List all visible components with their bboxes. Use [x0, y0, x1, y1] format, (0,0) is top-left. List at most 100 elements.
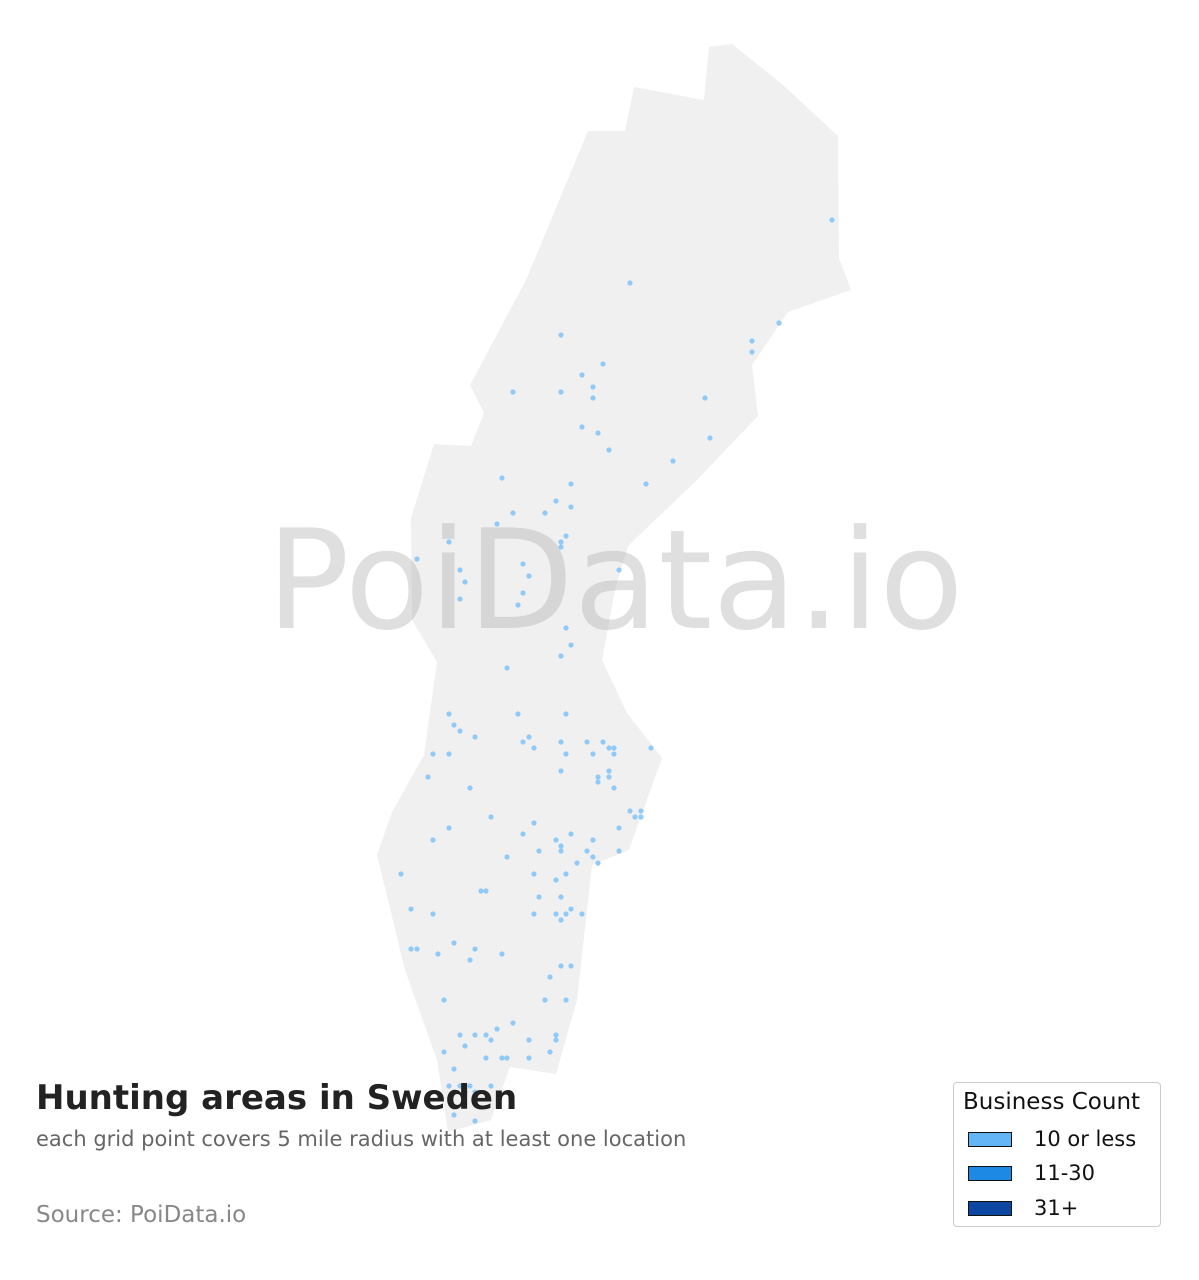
grid-point	[472, 734, 478, 740]
legend: Business Count 10 or less 11-30 31+	[953, 1082, 1161, 1227]
grid-point	[606, 768, 612, 774]
grid-point	[611, 785, 617, 791]
grid-point	[616, 848, 622, 854]
grid-point	[531, 871, 537, 877]
grid-point	[520, 831, 526, 837]
grid-point	[558, 848, 564, 854]
grid-point	[414, 946, 420, 952]
grid-point	[558, 389, 564, 395]
grid-point	[568, 642, 574, 648]
grid-point	[515, 602, 521, 608]
grid-point	[526, 1055, 532, 1061]
grid-point	[627, 280, 633, 286]
grid-point	[590, 384, 596, 390]
grid-point	[558, 739, 564, 745]
grid-point	[563, 751, 569, 757]
grid-point	[430, 911, 436, 917]
grid-point	[526, 573, 532, 579]
grid-point	[590, 751, 596, 757]
grid-point	[595, 860, 601, 866]
grid-point	[749, 338, 755, 344]
legend-title: Business Count	[963, 1089, 1141, 1115]
grid-point	[606, 447, 612, 453]
grid-point	[457, 596, 463, 602]
grid-point	[499, 475, 505, 481]
grid-point	[499, 951, 505, 957]
grid-point	[568, 906, 574, 912]
grid-point	[563, 533, 569, 539]
grid-point	[595, 774, 601, 780]
grid-point	[558, 653, 564, 659]
grid-point	[398, 871, 404, 877]
grid-point	[446, 1083, 452, 1089]
grid-point	[632, 814, 638, 820]
grid-point	[494, 1026, 500, 1032]
grid-point	[707, 435, 713, 441]
legend-label: 11-30	[1034, 1161, 1096, 1185]
grid-point	[563, 871, 569, 877]
grid-point	[553, 498, 559, 504]
grid-point	[579, 424, 585, 430]
grid-point	[574, 860, 580, 866]
grid-point	[553, 1032, 559, 1038]
grid-point	[558, 539, 564, 545]
grid-point	[590, 854, 596, 860]
legend-label: 10 or less	[1034, 1127, 1137, 1151]
grid-point	[467, 957, 473, 963]
grid-point	[702, 395, 708, 401]
grid-point	[488, 1083, 494, 1089]
grid-point	[462, 1043, 468, 1049]
grid-point	[627, 808, 633, 814]
grid-point	[595, 779, 601, 785]
grid-point	[499, 1055, 505, 1061]
grid-point	[584, 848, 590, 854]
grid-point	[616, 825, 622, 831]
grid-point	[558, 963, 564, 969]
grid-point	[600, 361, 606, 367]
grid-point	[425, 774, 431, 780]
grid-point	[558, 917, 564, 923]
grid-point	[510, 389, 516, 395]
legend-swatch	[968, 1200, 1012, 1216]
grid-point	[483, 1032, 489, 1038]
grid-point	[472, 1032, 478, 1038]
grid-point	[430, 751, 436, 757]
grid-point	[457, 1032, 463, 1038]
grid-point	[563, 625, 569, 631]
grid-point	[616, 567, 622, 573]
grid-point	[542, 510, 548, 516]
grid-point	[606, 745, 612, 751]
grid-point	[553, 911, 559, 917]
grid-point	[478, 888, 484, 894]
grid-point	[579, 911, 585, 917]
grid-point	[494, 521, 500, 527]
grid-point	[451, 940, 457, 946]
grid-point	[526, 734, 532, 740]
grid-point	[749, 349, 755, 355]
grid-point	[553, 837, 559, 843]
grid-point	[600, 739, 606, 745]
grid-point	[558, 332, 564, 338]
grid-point	[563, 911, 569, 917]
grid-point	[472, 946, 478, 952]
grid-point	[590, 837, 596, 843]
grid-point	[446, 751, 452, 757]
grid-point	[488, 814, 494, 820]
grid-point	[558, 768, 564, 774]
grid-point	[584, 739, 590, 745]
grid-point	[483, 1055, 489, 1061]
grid-point	[488, 1037, 494, 1043]
grid-point	[414, 556, 420, 562]
grid-point	[558, 894, 564, 900]
grid-point	[430, 837, 436, 843]
grid-point	[451, 722, 457, 728]
grid-point	[547, 1049, 553, 1055]
grid-point	[408, 906, 414, 912]
grid-point	[457, 728, 463, 734]
grid-point	[553, 1037, 559, 1043]
grid-point	[483, 888, 489, 894]
grid-point	[590, 395, 596, 401]
grid-point	[558, 843, 564, 849]
grid-point	[606, 774, 612, 780]
map-subtitle: each grid point covers 5 mile radius wit…	[36, 1127, 687, 1151]
